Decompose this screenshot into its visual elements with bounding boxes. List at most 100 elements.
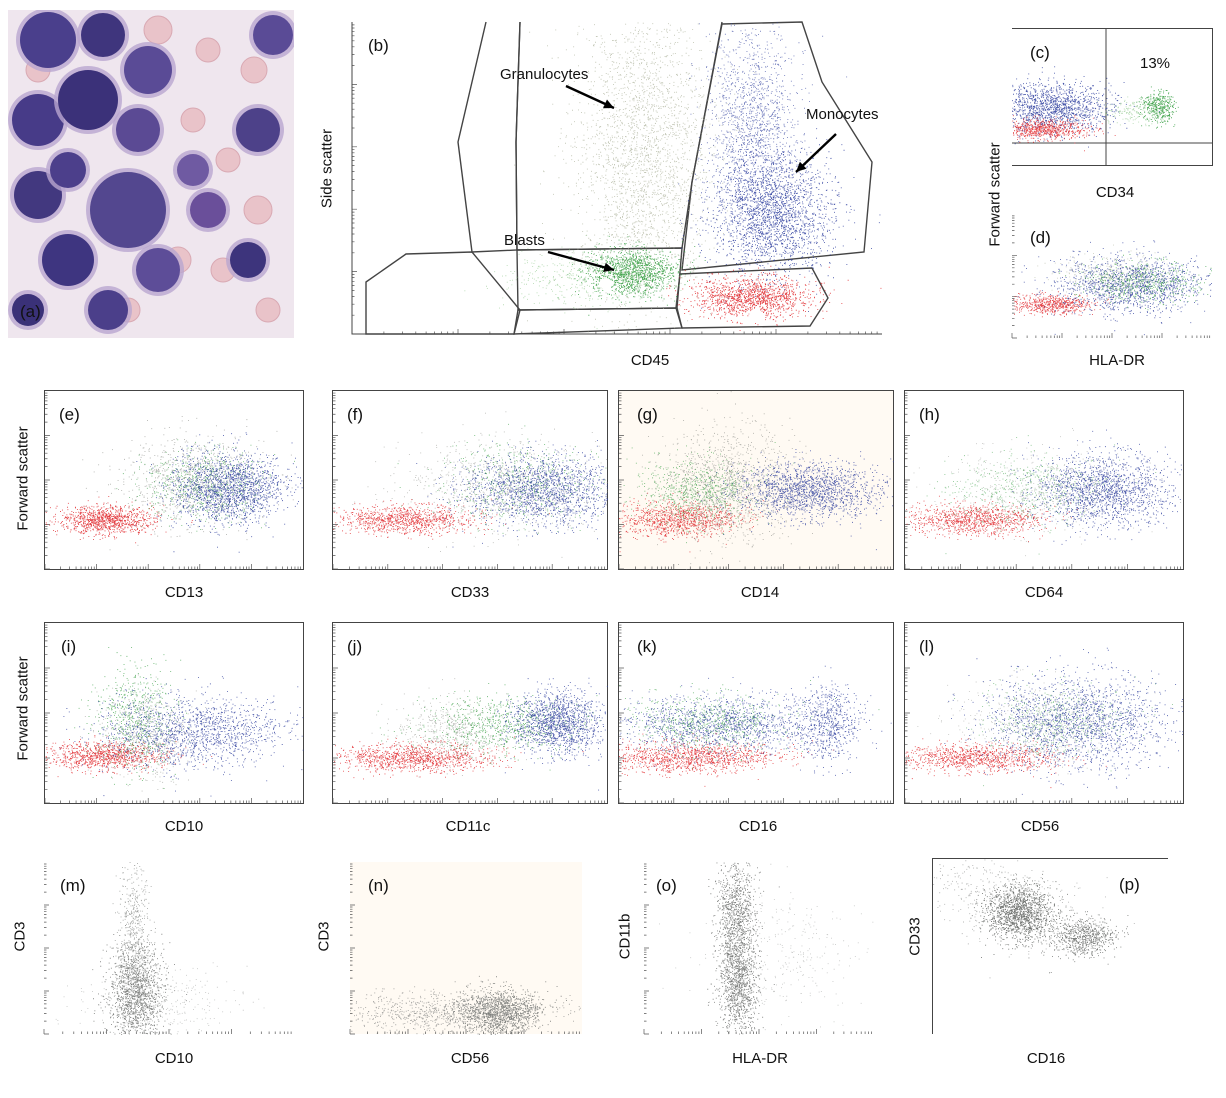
- grey-tail: [109, 862, 162, 1029]
- xlabel-i: CD10: [164, 818, 204, 835]
- grey-right: [1028, 906, 1129, 973]
- gate-granulocyte-outer: [457, 21, 521, 253]
- blast-cloud: [557, 235, 706, 316]
- red-population: [334, 736, 584, 780]
- red-population: [45, 496, 193, 544]
- lymphocyte-gap: [749, 309, 763, 323]
- panel-label-o: (o): [656, 876, 677, 895]
- scatter-plot-k: (k): [618, 622, 894, 804]
- xlabel-k: CD16: [738, 818, 778, 835]
- ylabel-p: CD33: [906, 917, 924, 956]
- ylabel-row-efgh: Forward scatter: [14, 426, 32, 531]
- scatter-f-svg: [332, 392, 608, 570]
- annotation-13-percent: 13%: [1140, 55, 1171, 72]
- scatter-c-svg: [1012, 29, 1212, 165]
- xlabel-e: CD13: [164, 584, 204, 601]
- xlabel-m: CD10: [154, 1050, 194, 1067]
- scatter-plot-p: (p): [932, 858, 1168, 1034]
- panel-label-a: (a): [20, 302, 41, 321]
- red-population: [1012, 115, 1116, 152]
- scatter-plot-j: (j): [332, 622, 608, 804]
- blue-population: [59, 676, 304, 797]
- olive-population: [909, 428, 1182, 557]
- gate-debris: [365, 251, 521, 335]
- axis-ticks: [618, 392, 891, 570]
- scatter-plot-o: (o): [643, 862, 874, 1035]
- scatter-plot-b: (b) Granulocytes Monocytes Blasts: [351, 21, 882, 335]
- green-population: [932, 668, 1173, 787]
- red-population: [1013, 290, 1114, 318]
- grey-spread: [659, 863, 874, 1031]
- scatter-plot-m: (m): [43, 862, 294, 1035]
- axis-ticks: [618, 624, 891, 804]
- arrow-monocytes: [795, 133, 837, 173]
- bone-marrow-micrograph: [8, 10, 294, 338]
- arrow-blasts: [547, 250, 615, 273]
- scatter-plot-g: (g): [618, 390, 894, 570]
- blue-population: [1018, 240, 1212, 336]
- ylabel-n: CD3: [315, 921, 333, 952]
- scatter-g-svg: [618, 391, 894, 570]
- axis-ticks: [332, 392, 605, 570]
- axis-ticks: [43, 863, 292, 1035]
- ylabel-cd: Forward scatter: [986, 142, 1004, 247]
- green-population: [377, 683, 601, 771]
- monocyte-cloud-top: [689, 22, 848, 289]
- red-population: [333, 498, 551, 540]
- gate-monocyte: [681, 21, 873, 271]
- blue-population: [416, 440, 608, 548]
- xlabel-j: CD11c: [445, 818, 491, 835]
- gate-blasts: [516, 247, 683, 311]
- xlabel-g: CD14: [740, 584, 780, 601]
- xlabel-p: CD16: [1026, 1050, 1066, 1067]
- scatter-l-svg: [904, 624, 1184, 804]
- green-population: [619, 680, 880, 769]
- panel-label-d: (d): [1030, 228, 1051, 247]
- panel-label-p: (p): [1119, 875, 1140, 894]
- panel-label-n: (n): [368, 876, 389, 895]
- blue-right-population: [786, 665, 869, 776]
- grey-main: [433, 975, 567, 1035]
- scatter-m-svg: [43, 862, 292, 1035]
- micrograph-image: [8, 10, 294, 338]
- axis-ticks: [904, 624, 1181, 804]
- grey-spread: [933, 859, 1135, 979]
- scatter-e-svg: [44, 392, 303, 570]
- blue-population: [490, 677, 608, 791]
- scatter-plot-h: (h): [904, 390, 1184, 570]
- xlabel-c: CD34: [1095, 184, 1135, 201]
- scatter-p-svg: [933, 859, 1135, 979]
- xlabel-o: HLA-DR: [732, 1050, 788, 1067]
- scatter-j-svg: [332, 624, 608, 804]
- annotation-monocytes: Monocytes: [806, 106, 879, 123]
- scatter-plot-l: (l): [904, 622, 1184, 804]
- panel-label-h: (h): [919, 405, 940, 424]
- scatter-plot-i: (i): [44, 622, 304, 804]
- axis-frame-b: [351, 22, 882, 335]
- arrow-granulocytes: [565, 84, 615, 110]
- scatter-n-svg: [349, 863, 581, 1035]
- scatter-plot-c: (c) 13%: [1012, 28, 1213, 166]
- panel-label-f: (f): [347, 405, 364, 424]
- ylabel-b: Side scatter: [318, 128, 336, 209]
- scatter-b-svg: [351, 21, 882, 335]
- blue-population: [134, 432, 303, 553]
- green-population: [926, 435, 1157, 555]
- scatter-plot-e: (e): [44, 390, 304, 570]
- xlabel-l: CD56: [1020, 818, 1060, 835]
- panel-label-g: (g): [637, 405, 658, 424]
- cd34-positive-blasts: [1136, 86, 1179, 129]
- xlabel-n: CD56: [450, 1050, 490, 1067]
- panel-label-k: (k): [637, 637, 657, 656]
- axis-ticks: [643, 863, 872, 1035]
- green-population: [74, 647, 191, 789]
- scatter-h-svg: [904, 392, 1183, 570]
- grey-lower: [707, 894, 775, 1035]
- monocyte-cloud: [678, 110, 881, 312]
- panel-label-j: (j): [347, 637, 363, 656]
- axis-ticks: [332, 624, 605, 804]
- annotation-granulocytes: Granulocytes: [500, 66, 589, 83]
- ylabel-row-ijkl: Forward scatter: [14, 656, 32, 761]
- xlabel-b: CD45: [630, 352, 670, 369]
- gate-low: [513, 307, 683, 335]
